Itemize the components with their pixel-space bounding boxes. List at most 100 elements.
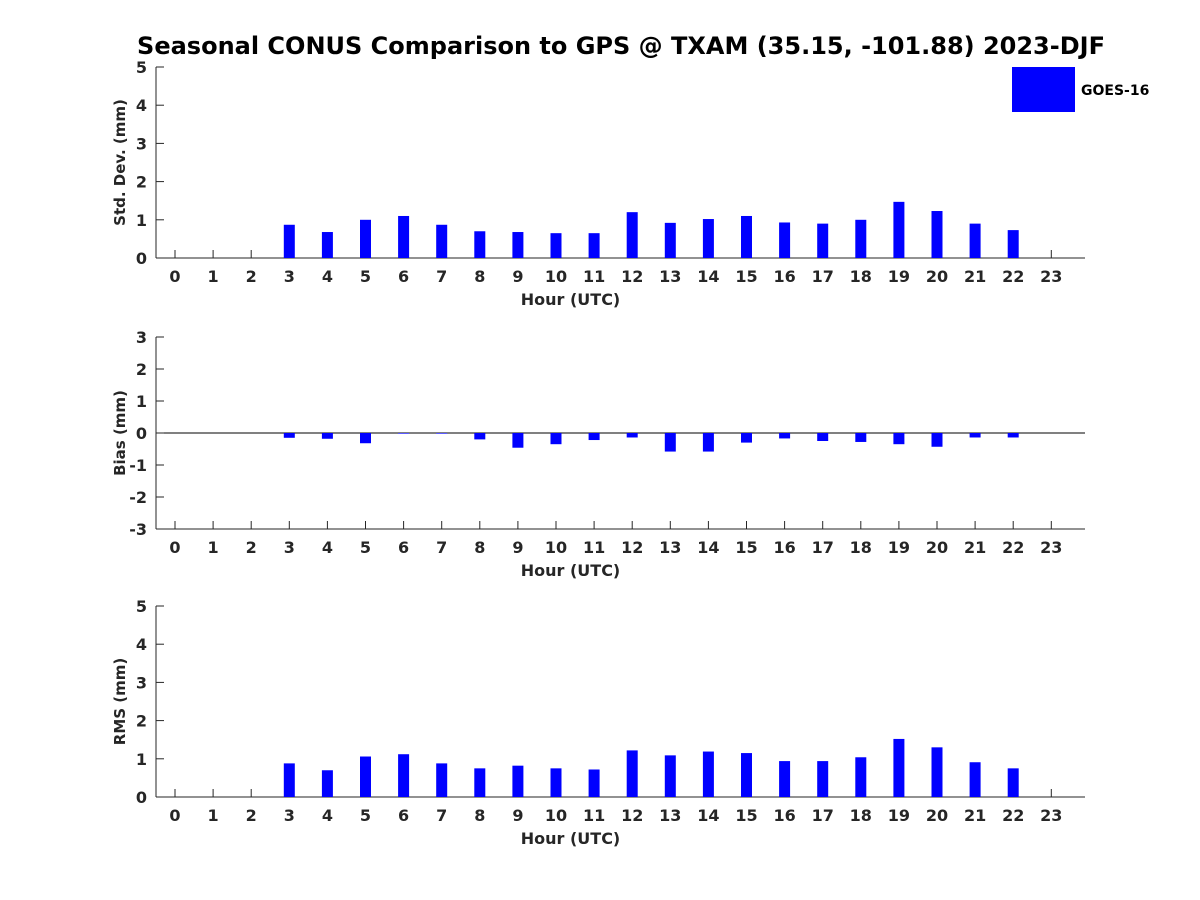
rms-x-tick-label: 15: [735, 806, 757, 825]
bias-x-tick-label: 12: [621, 538, 643, 557]
std-dev-x-tick-label: 6: [398, 267, 409, 286]
rms-x-tick-label: 4: [322, 806, 333, 825]
std-dev-bar-hour-14: [702, 219, 714, 258]
rms-x-tick-label: 11: [583, 806, 605, 825]
rms-y-tick-label: 0: [136, 788, 147, 807]
bias-bar-hour-10: [550, 433, 562, 445]
rms-bar-hour-9: [512, 765, 524, 797]
std-dev-bar-hour-16: [779, 222, 791, 258]
std-dev-x-tick-label: 10: [545, 267, 567, 286]
std-dev-x-tick-label: 3: [284, 267, 295, 286]
bias-x-tick-label: 8: [474, 538, 485, 557]
rms-x-tick-label: 6: [398, 806, 409, 825]
rms-bar-hour-7: [436, 763, 448, 797]
bias-x-tick-label: 20: [926, 538, 948, 557]
rms-x-tick-label: 3: [284, 806, 295, 825]
std-dev-x-tick-label: 4: [322, 267, 333, 286]
rms-x-tick-label: 2: [246, 806, 257, 825]
std-dev-x-tick-label: 1: [208, 267, 219, 286]
bias-x-tick-label: 22: [1002, 538, 1024, 557]
bias-bar-hour-9: [512, 433, 524, 448]
std-dev-x-tick-label: 5: [360, 267, 371, 286]
rms-bar-hour-20: [931, 747, 943, 797]
rms-bar-hour-18: [855, 757, 867, 797]
rms-x-tick-label: 12: [621, 806, 643, 825]
rms-bar-hour-10: [550, 768, 562, 797]
rms-x-tick-label: 19: [888, 806, 910, 825]
bias-bar-hour-21: [969, 433, 981, 438]
std-dev-y-tick-label: 0: [136, 249, 147, 268]
bias-y-tick-label: 1: [136, 392, 147, 411]
legend: GOES-16: [1012, 67, 1149, 112]
std-dev-bar-hour-3: [283, 224, 295, 258]
rms-bar-hour-6: [398, 754, 410, 797]
bias-bar-hour-12: [626, 433, 638, 438]
rms-bar-hour-17: [817, 761, 829, 797]
rms-x-tick-label: 22: [1002, 806, 1024, 825]
legend-label: GOES-16: [1081, 83, 1149, 99]
rms-bar-hour-15: [741, 753, 752, 797]
rms-x-tick-label: 21: [964, 806, 986, 825]
rms-bar-hour-5: [360, 756, 371, 797]
rms-x-tick-label: 23: [1040, 806, 1062, 825]
rms-x-tick-label: 7: [436, 806, 447, 825]
std-dev-bar-hour-7: [436, 224, 448, 258]
bias-bar-hour-14: [702, 433, 714, 452]
std-dev-x-tick-label: 17: [812, 267, 834, 286]
rms-x-tick-label: 8: [474, 806, 485, 825]
rms-y-tick-label: 2: [136, 712, 147, 731]
bias-x-tick-label: 19: [888, 538, 910, 557]
legend-swatch: [1012, 67, 1075, 112]
rms-bar-hour-21: [969, 762, 981, 797]
bias-bar-hour-11: [588, 433, 600, 441]
bias-bar-hour-3: [283, 433, 295, 438]
bias-x-tick-label: 0: [169, 538, 180, 557]
rms-x-tick-label: 17: [812, 806, 834, 825]
bias-bar-hour-4: [321, 433, 333, 439]
bias-x-tick-label: 6: [398, 538, 409, 557]
std-dev-y-tick-label: 3: [136, 134, 147, 153]
rms-bar-hour-22: [1007, 768, 1019, 797]
std-dev-x-tick-label: 22: [1002, 267, 1024, 286]
std-dev-y-tick-label: 1: [136, 211, 147, 230]
rms-x-tick-label: 0: [169, 806, 180, 825]
bias-x-tick-label: 13: [659, 538, 681, 557]
bias-y-tick-label: -2: [129, 488, 147, 507]
bias-x-tick-label: 7: [436, 538, 447, 557]
bias-bar-hour-22: [1007, 433, 1019, 438]
rms-x-tick-label: 9: [512, 806, 523, 825]
bias-y-tick-label: -3: [129, 520, 147, 539]
bias-bar-hour-18: [855, 433, 867, 442]
std-dev-bar-hour-8: [474, 231, 486, 258]
std-dev-bar-hour-12: [626, 212, 638, 258]
bias-x-tick-label: 11: [583, 538, 605, 557]
rms-bar-hour-13: [664, 755, 676, 797]
bias-y-tick-label: 3: [136, 328, 147, 347]
std-dev-x-tick-label: 14: [697, 267, 719, 286]
rms-x-tick-label: 20: [926, 806, 948, 825]
std-dev-x-tick-label: 7: [436, 267, 447, 286]
bias-x-tick-label: 16: [773, 538, 795, 557]
rms-x-tick-label: 18: [850, 806, 872, 825]
std-dev-bar-hour-19: [893, 201, 905, 258]
std-dev-bar-hour-13: [664, 222, 676, 258]
std-dev-bar-hour-4: [321, 232, 333, 258]
rms-y-tick-label: 5: [136, 597, 147, 616]
bias-y-axis-label: Bias (mm): [111, 390, 129, 476]
bias-bar-hour-13: [664, 433, 676, 452]
rms-y-tick-label: 3: [136, 673, 147, 692]
bias-bar-hour-6: [398, 433, 410, 434]
std-dev-bar-hour-22: [1007, 230, 1019, 258]
rms-x-tick-label: 13: [659, 806, 681, 825]
bias-bar-hour-19: [893, 433, 905, 445]
std-dev-x-tick-label: 20: [926, 267, 948, 286]
std-dev-x-tick-label: 13: [659, 267, 681, 286]
std-dev-x-tick-label: 23: [1040, 267, 1062, 286]
bias-y-tick-label: 0: [136, 424, 147, 443]
std-dev-bar-hour-20: [931, 211, 943, 258]
std-dev-x-tick-label: 16: [773, 267, 795, 286]
